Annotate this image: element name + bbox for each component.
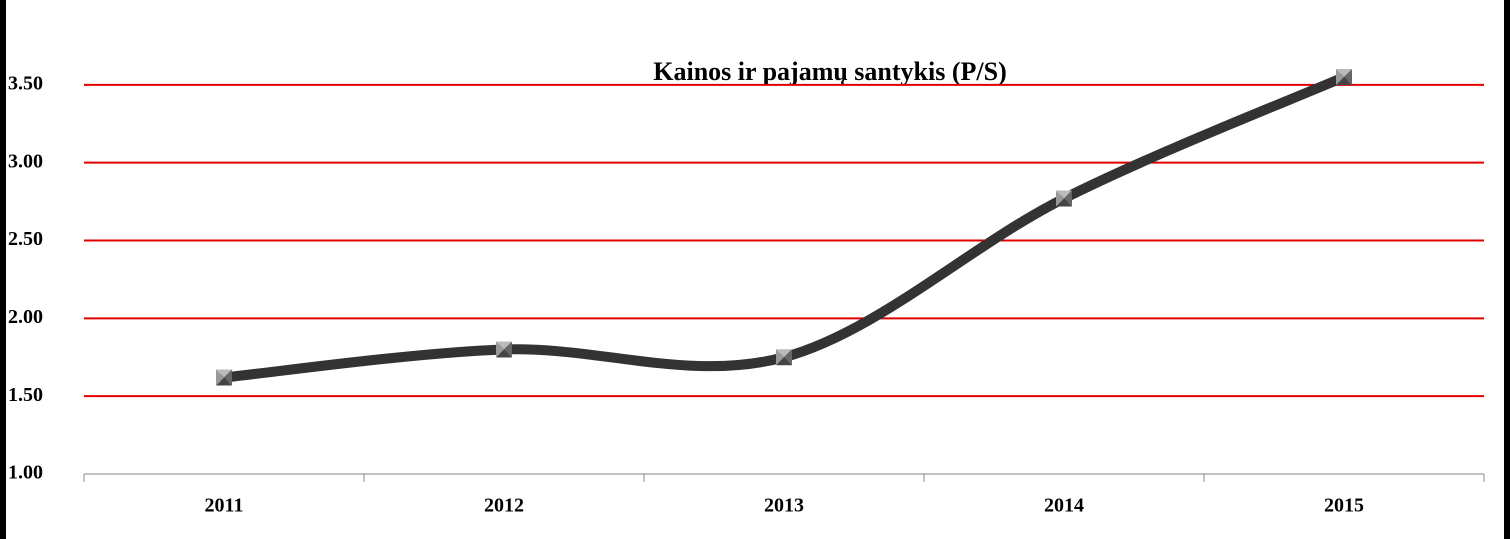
marker-facet: [1336, 69, 1344, 86]
marker-facet: [504, 341, 512, 358]
x-tick-label: 2014: [1044, 495, 1084, 517]
chart-title: Kainos ir pajamų santykis (P/S): [653, 57, 1006, 86]
marker-facet: [1336, 69, 1352, 78]
y-tick-label: 1.00: [8, 462, 43, 484]
marker-facet: [776, 357, 792, 366]
marker: [776, 349, 792, 366]
y-tick-label: 2.50: [8, 228, 43, 250]
marker-facet: [1064, 190, 1072, 207]
marker-facet: [1056, 190, 1064, 207]
marker-facet: [776, 349, 784, 366]
y-tick-label: 2.00: [8, 306, 43, 328]
marker-facet: [784, 349, 792, 366]
marker-facet: [216, 377, 232, 386]
y-tick-label: 3.50: [8, 72, 43, 94]
x-tick-label: 2012: [484, 495, 524, 517]
x-tick-label: 2011: [205, 495, 244, 517]
marker: [216, 369, 232, 386]
x-tick-label: 2015: [1324, 495, 1364, 517]
right-border: [1504, 0, 1510, 539]
marker-facet: [776, 349, 792, 358]
series-line: [219, 72, 1349, 383]
marker-facet: [496, 341, 504, 358]
marker-facet: [496, 341, 512, 350]
marker-facet: [1056, 190, 1072, 199]
y-tick-label: 1.50: [8, 384, 43, 406]
marker-facet: [1056, 198, 1072, 207]
marker-facet: [1344, 69, 1352, 86]
marker-facet: [216, 369, 232, 378]
marker: [1336, 69, 1352, 86]
marker-facet: [216, 369, 224, 386]
marker-facet: [1336, 77, 1352, 86]
marker: [1056, 190, 1072, 207]
left-border: [0, 0, 6, 539]
marker-facet: [224, 369, 232, 386]
marker: [496, 341, 512, 358]
marker-facet: [496, 349, 512, 358]
y-tick-label: 3.00: [8, 150, 43, 172]
x-tick-label: 2013: [764, 495, 804, 517]
